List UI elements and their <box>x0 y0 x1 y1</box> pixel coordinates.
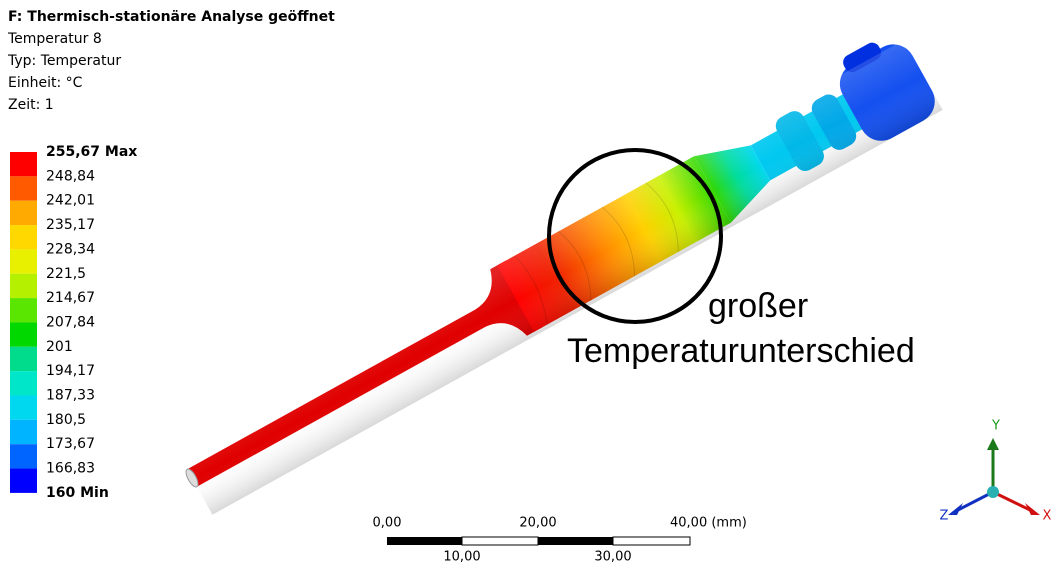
legend-swatch <box>10 346 37 372</box>
legend-swatch <box>10 419 37 445</box>
legend-swatch <box>10 273 37 299</box>
legend-swatch <box>10 298 37 323</box>
axis-triad <box>948 438 1040 515</box>
legend-label: 255,67 Max <box>46 144 137 160</box>
axis-label: X <box>1043 509 1052 524</box>
legend-label: 221,5 <box>46 266 86 282</box>
legend-label: 242,01 <box>46 193 95 209</box>
legend-swatch <box>10 152 37 177</box>
legend-label: 187,33 <box>46 388 95 404</box>
legend-label: 228,34 <box>46 241 95 257</box>
annotation-text: großer <box>708 287 808 325</box>
scale-label: 30,00 <box>594 550 631 565</box>
header-line: Typ: Temperatur <box>7 53 121 69</box>
scale-label: 20,00 <box>519 516 556 531</box>
axis-label: Y <box>991 419 1000 434</box>
legend: 255,67 Max 248,84 242,01 235,17 228,34 221,5 2… <box>10 144 137 501</box>
legend-label: 214,67 <box>46 290 95 306</box>
legend-swatch <box>10 225 37 250</box>
header-line: Zeit: 1 <box>8 97 54 113</box>
model <box>173 39 943 515</box>
legend-label: 207,84 <box>46 314 95 330</box>
scale-label: 0,00 <box>373 516 402 531</box>
legend-swatch <box>10 444 37 469</box>
scale-label: 40,00 (mm) <box>670 516 747 531</box>
highlight-circle <box>547 148 723 324</box>
scale-label: 10,00 <box>443 550 480 565</box>
legend-swatch <box>10 176 37 201</box>
legend-label: 235,17 <box>46 217 95 233</box>
legend-label: 194,17 <box>46 363 95 379</box>
legend-label: 166,83 <box>46 461 95 477</box>
legend-label: 160 Min <box>46 485 109 501</box>
header-line: Temperatur 8 <box>7 31 102 47</box>
title: F: Thermisch-stationäre Analyse geöffnet <box>8 9 335 25</box>
legend-swatch <box>10 371 37 396</box>
header-line: Einheit: °C <box>8 75 83 91</box>
legend-swatch <box>10 200 37 226</box>
legend-swatch <box>10 322 37 347</box>
legend-swatch <box>10 395 37 420</box>
axis-label: Z <box>940 509 949 524</box>
scale-bar <box>387 536 691 546</box>
legend-label: 201 <box>46 339 73 355</box>
legend-label: 173,67 <box>46 436 95 452</box>
legend-swatch <box>10 249 37 274</box>
legend-label: 248,84 <box>46 168 95 184</box>
annotation-text: Temperaturunterschied <box>567 332 915 370</box>
legend-label: 180,5 <box>46 412 86 428</box>
legend-swatch <box>10 468 37 493</box>
